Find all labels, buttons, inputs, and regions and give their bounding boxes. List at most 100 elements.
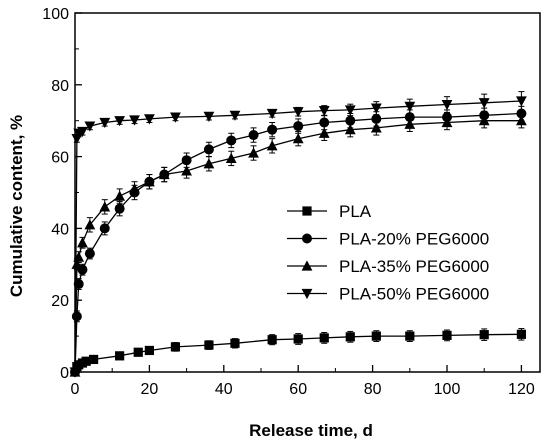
data-point [115, 351, 125, 361]
data-point [204, 340, 214, 350]
x-tick-label: 100 [434, 381, 461, 398]
data-point [292, 107, 304, 118]
data-point [71, 134, 83, 145]
data-point [71, 311, 82, 322]
data-point [266, 108, 278, 120]
legend-label: PLA-35% PEG6000 [339, 257, 489, 276]
data-point [516, 329, 526, 339]
y-tick-label: 60 [51, 150, 69, 167]
data-point [77, 126, 88, 138]
y-tick-label: 100 [42, 6, 69, 23]
data-point [99, 117, 111, 129]
legend-marker [301, 288, 313, 300]
data-point [133, 347, 143, 357]
y-tick-label: 0 [60, 365, 69, 382]
data-point [266, 140, 278, 151]
data-point [248, 130, 259, 141]
data-point [158, 168, 170, 180]
data-point [293, 334, 303, 344]
legend-marker [301, 260, 313, 271]
x-tick-label: 20 [141, 381, 159, 398]
data-point [441, 116, 453, 128]
data-point [203, 111, 215, 122]
data-point [404, 101, 416, 112]
legend-label: PLA [339, 202, 372, 221]
y-tick-label: 40 [51, 221, 69, 238]
data-point [129, 115, 140, 126]
legend: PLA PLA-20% PEG6000 PLA-35% PEG6000 PLA-50%… [287, 202, 489, 304]
series-3 [69, 113, 527, 377]
data-point [84, 248, 95, 259]
y-axis-title: Cumulative content, % [7, 115, 26, 297]
data-point [345, 115, 356, 126]
data-point [516, 96, 527, 107]
data-point [248, 147, 259, 158]
data-point [114, 190, 126, 201]
data-point [516, 115, 527, 126]
y-tick-label: 20 [51, 293, 69, 310]
data-point [229, 110, 241, 121]
data-point [478, 115, 490, 126]
data-point [203, 158, 215, 169]
data-point [370, 122, 382, 133]
data-point [292, 133, 304, 144]
legend-label: PLA-50% PEG6000 [339, 285, 489, 304]
data-point [371, 331, 381, 341]
legend-label: PLA-20% PEG6000 [339, 230, 489, 249]
data-point [405, 331, 415, 341]
data-point [478, 98, 490, 109]
data-point [230, 338, 240, 348]
data-point [344, 105, 356, 116]
data-point [226, 135, 237, 146]
data-point [114, 116, 126, 127]
legend-marker [302, 233, 312, 244]
data-point [129, 183, 140, 194]
x-tick-label: 80 [364, 381, 382, 398]
data-point [81, 356, 91, 366]
legend-item-1: PLA [287, 202, 372, 221]
data-point [267, 335, 277, 345]
legend-marker [302, 206, 312, 216]
data-point [267, 124, 278, 135]
data-point [371, 113, 382, 124]
data-point [84, 121, 96, 132]
data-point [441, 99, 453, 111]
data-point [319, 117, 330, 128]
data-point [144, 345, 154, 356]
data-point [318, 106, 330, 117]
y-tick-label: 80 [51, 78, 69, 95]
data-point [404, 118, 416, 129]
data-point [479, 330, 489, 340]
series-1 [72, 328, 526, 372]
data-point [203, 144, 214, 155]
data-point [144, 176, 155, 187]
data-point [170, 342, 181, 352]
data-point [89, 354, 99, 365]
axes: 0 20 40 60 80 100 120 0 20 40 60 80 100 [42, 6, 541, 398]
data-point [344, 124, 356, 135]
series-4 [69, 91, 527, 378]
data-point [225, 152, 237, 163]
data-point [318, 127, 330, 138]
data-point [181, 165, 192, 176]
data-point [144, 114, 155, 125]
legend-item-3: PLA-35% PEG6000 [287, 257, 489, 276]
legend-item-4: PLA-50% PEG6000 [287, 285, 489, 304]
data-point [77, 237, 88, 248]
data-point [181, 155, 192, 166]
x-tick-label: 120 [508, 381, 535, 398]
data-point [293, 121, 304, 132]
x-tick-label: 40 [215, 381, 233, 398]
plot-frame [74, 12, 541, 373]
data-point [319, 333, 329, 343]
data-point [84, 219, 96, 230]
data-point [370, 103, 382, 114]
legend-item-2: PLA-20% PEG6000 [287, 230, 489, 249]
data-point [345, 332, 355, 342]
x-tick-label: 0 [71, 381, 80, 398]
data-point [170, 112, 181, 123]
data-point [442, 330, 452, 340]
data-point [99, 223, 110, 234]
x-tick-label: 60 [289, 381, 307, 398]
data-point [99, 201, 111, 212]
